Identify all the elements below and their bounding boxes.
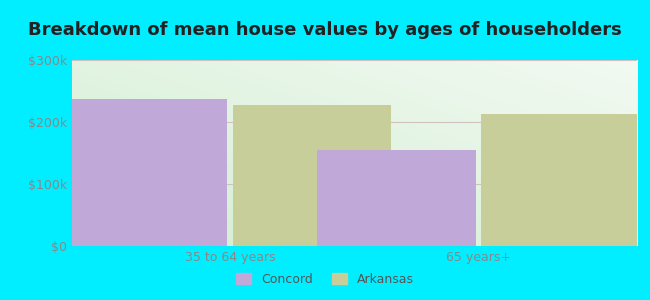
Text: Breakdown of mean house values by ages of householders: Breakdown of mean house values by ages o… [28,21,622,39]
Bar [317,150,476,246]
Bar [69,99,227,246]
Bar [233,105,391,246]
Legend: Concord, Arkansas: Concord, Arkansas [231,268,419,291]
Bar [482,114,640,246]
